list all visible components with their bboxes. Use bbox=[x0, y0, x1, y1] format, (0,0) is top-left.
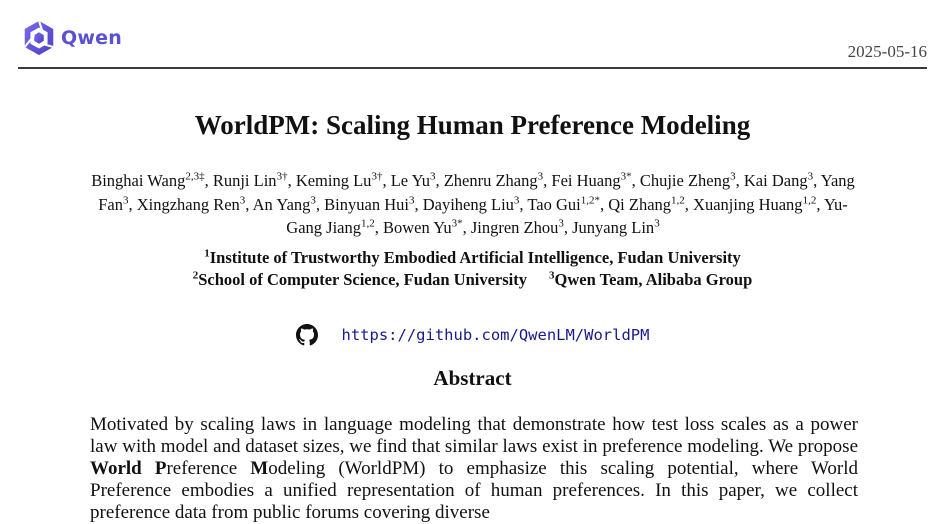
affiliation-1-name: Institute of Trustworthy Embodied Artifi… bbox=[209, 248, 741, 267]
author-affiliation-marker: 3† bbox=[371, 170, 383, 183]
author-name: Keming Lu bbox=[295, 171, 372, 190]
author-name: Fei Huang bbox=[551, 171, 621, 190]
author-name: Qi Zhang bbox=[608, 194, 672, 214]
qwen-logo-icon bbox=[23, 20, 54, 56]
author-name: Kai Dang bbox=[743, 171, 808, 190]
page-header: Qwen 2025-05-16 bbox=[18, 14, 927, 69]
repository-row: https://github.com/QwenLM/WorldPM bbox=[0, 324, 945, 346]
author-affiliation-marker: 3* bbox=[451, 217, 463, 230]
affiliation-3-name: Qwen Team, Alibaba Group bbox=[554, 270, 753, 289]
affiliation-2-num: 2 bbox=[192, 269, 199, 282]
author-name: An Yang bbox=[252, 194, 311, 214]
author-name: Junyang Lin bbox=[572, 218, 655, 237]
publication-date: 2025-05-16 bbox=[847, 42, 927, 61]
author-name: Zhenru Zhang bbox=[443, 171, 538, 190]
repository-link[interactable]: https://github.com/QwenLM/WorldPM bbox=[341, 326, 650, 344]
author-affiliation-marker: 3 bbox=[122, 194, 129, 206]
author-name: Xingzhang Ren bbox=[136, 194, 240, 214]
author-affiliation-marker: 1,2 bbox=[802, 194, 817, 206]
author-affiliation-marker: 1,2 bbox=[671, 194, 685, 206]
author-affiliation-marker: 1,2* bbox=[580, 194, 600, 206]
author-affiliation-marker: 3 bbox=[429, 170, 436, 183]
author-name: Tao Gui bbox=[527, 194, 581, 214]
author-affiliation-marker: 3 bbox=[513, 194, 520, 206]
abstract-text-1: Motivated by scaling laws in language mo… bbox=[90, 414, 858, 457]
author-name: Yang Fan bbox=[98, 171, 855, 214]
author-affiliation-marker: 3* bbox=[620, 170, 632, 183]
abstract-heading: Abstract bbox=[433, 366, 512, 390]
abstract-body: Motivated by scaling laws in language mo… bbox=[90, 414, 858, 524]
author-affiliation-marker: 3 bbox=[807, 170, 814, 183]
author-name: Bowen Yu bbox=[383, 218, 452, 237]
qwen-logo[interactable]: Qwen bbox=[20, 18, 122, 58]
author-affiliation-marker: 2,3‡ bbox=[185, 170, 205, 183]
author-name: Le Yu bbox=[390, 171, 430, 190]
author-affiliation-marker: 3 bbox=[654, 217, 660, 230]
brand-name: Qwen bbox=[61, 27, 122, 49]
author-affiliation-marker: 3 bbox=[408, 194, 415, 206]
affiliation-1-num: 1 bbox=[204, 247, 210, 260]
author-affiliation-marker: 1,2 bbox=[361, 217, 375, 230]
author-name: Runji Lin bbox=[212, 171, 277, 190]
affiliation-2-3: 2School of Computer Science, Fudan Unive… bbox=[0, 270, 945, 290]
author-affiliation-marker: 3 bbox=[310, 194, 316, 206]
author-affiliation-marker: 3† bbox=[276, 170, 288, 183]
affiliation-3-num: 3 bbox=[549, 269, 555, 282]
abstract-bold-m: M bbox=[250, 458, 269, 479]
abstract-bold-w: World P bbox=[90, 458, 167, 479]
affiliation-2-name: School of Computer Science, Fudan Univer… bbox=[198, 270, 527, 289]
author-name: Jingren Zhou bbox=[470, 218, 559, 237]
author-name: Dayiheng Liu bbox=[422, 194, 514, 214]
author-affiliation-marker: 3 bbox=[537, 170, 544, 183]
affiliation-1: 1Institute of Trustworthy Embodied Artif… bbox=[0, 248, 945, 268]
author-name: Binyuan Hui bbox=[324, 194, 409, 214]
author-list: Binghai Wang2,3‡, Runji Lin3†, Keming Lu… bbox=[91, 170, 855, 238]
github-icon[interactable] bbox=[295, 324, 318, 346]
author-name: Binghai Wang bbox=[91, 171, 186, 190]
author-name: Chujie Zheng bbox=[639, 171, 731, 190]
author-name: Xuanjing Huang bbox=[693, 194, 803, 214]
author-affiliation-marker: 3 bbox=[558, 217, 564, 230]
author-affiliation-marker: 3 bbox=[239, 194, 246, 206]
paper-title: WorldPM: Scaling Human Preference Modeli… bbox=[194, 110, 751, 140]
author-name: Yu-Gang Jiang bbox=[286, 194, 848, 238]
author-affiliation-marker: 3 bbox=[730, 170, 736, 183]
abstract-text-2: reference bbox=[166, 458, 251, 479]
